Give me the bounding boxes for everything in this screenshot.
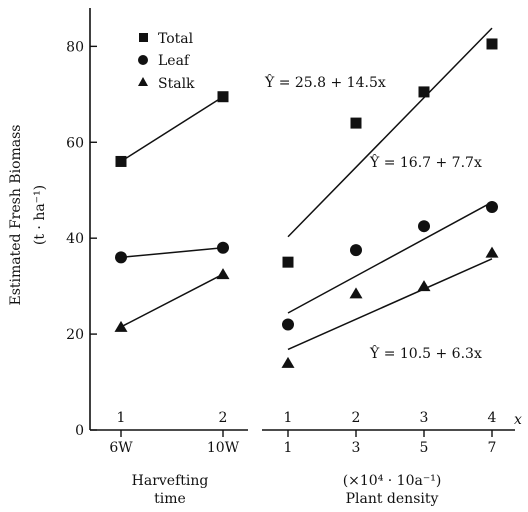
density-fit-line-total <box>287 27 493 238</box>
harvest-point-leaf <box>217 241 229 254</box>
x-tick-label: 1 <box>284 440 293 456</box>
harvest-line-total <box>120 96 224 163</box>
harvest-point-stalk <box>216 268 230 280</box>
density-point-total <box>418 86 430 98</box>
legend-leaf-marker <box>138 55 148 65</box>
plot-area: 0 20 40 60 80 1 6W 2 10W 1 1 2 3 3 5 4 7 <box>66 8 515 456</box>
density-point-leaf <box>282 318 294 331</box>
density-point-total <box>282 256 294 268</box>
legend-leaf-label: Leaf <box>158 53 191 69</box>
y-tick-label: 40 <box>66 231 84 247</box>
y-tick-label: 80 <box>66 39 84 55</box>
harvest-point-total <box>217 91 229 103</box>
x-tick-code: 2 <box>219 410 228 426</box>
density-point-stalk <box>417 280 431 292</box>
equation-leaf: Ŷ = 16.7 + 7.7x <box>369 153 482 171</box>
legend-stalk-marker <box>138 77 148 86</box>
density-point-leaf <box>350 244 362 257</box>
x-axis-label-harvest-line2: time <box>154 491 186 507</box>
x-tick-code: 2 <box>352 410 361 426</box>
density-fit-line-leaf <box>287 201 493 314</box>
legend-stalk-label: Stalk <box>158 76 195 92</box>
x-tick-label: 6W <box>109 440 133 456</box>
density-fit-line-stalk <box>287 258 493 351</box>
y-tick-label: 60 <box>66 135 84 151</box>
density-point-leaf <box>418 220 430 233</box>
y-axis-unit: (t · ha⁻¹) <box>32 185 48 245</box>
density-point-stalk <box>281 356 295 368</box>
x-tick-label: 5 <box>420 440 429 456</box>
legend-total-label: Total <box>158 31 194 47</box>
x-axis-label-harvest-line1: Harvefting <box>132 473 209 489</box>
y-tick-label: 20 <box>66 327 84 343</box>
x-axis-symbol: x <box>514 412 522 428</box>
harvest-line-stalk <box>120 273 224 328</box>
harvest-point-total <box>115 155 127 167</box>
harvest-line-leaf <box>120 247 224 259</box>
x-axis-label-density-unit: (×10⁴ · 10a⁻¹) <box>343 473 442 489</box>
density-point-stalk <box>485 246 499 258</box>
density-point-leaf <box>486 201 498 214</box>
harvest-point-stalk <box>114 320 128 332</box>
density-point-stalk <box>349 287 363 299</box>
y-axis-label: Estimated Fresh Biomass <box>8 125 24 306</box>
x-tick-label: 3 <box>352 440 361 456</box>
x-tick-label: 7 <box>488 440 497 456</box>
density-point-total <box>486 38 498 50</box>
equation-total: Ŷ = 25.8 + 14.5x <box>264 73 386 91</box>
legend: Total Leaf Stalk <box>138 31 195 92</box>
x-tick-code: 3 <box>420 410 429 426</box>
equation-stalk: Ŷ = 10.5 + 6.3x <box>369 344 482 362</box>
x-axis-label-density: Plant density <box>346 491 439 507</box>
y-tick-label: 0 <box>75 423 84 439</box>
x-tick-code: 4 <box>488 410 497 426</box>
harvest-point-leaf <box>115 251 127 264</box>
x-tick-code: 1 <box>117 410 126 426</box>
x-tick-label: 10W <box>207 440 240 456</box>
density-point-total <box>350 117 362 129</box>
legend-total-marker <box>139 33 148 42</box>
x-tick-code: 1 <box>284 410 293 426</box>
